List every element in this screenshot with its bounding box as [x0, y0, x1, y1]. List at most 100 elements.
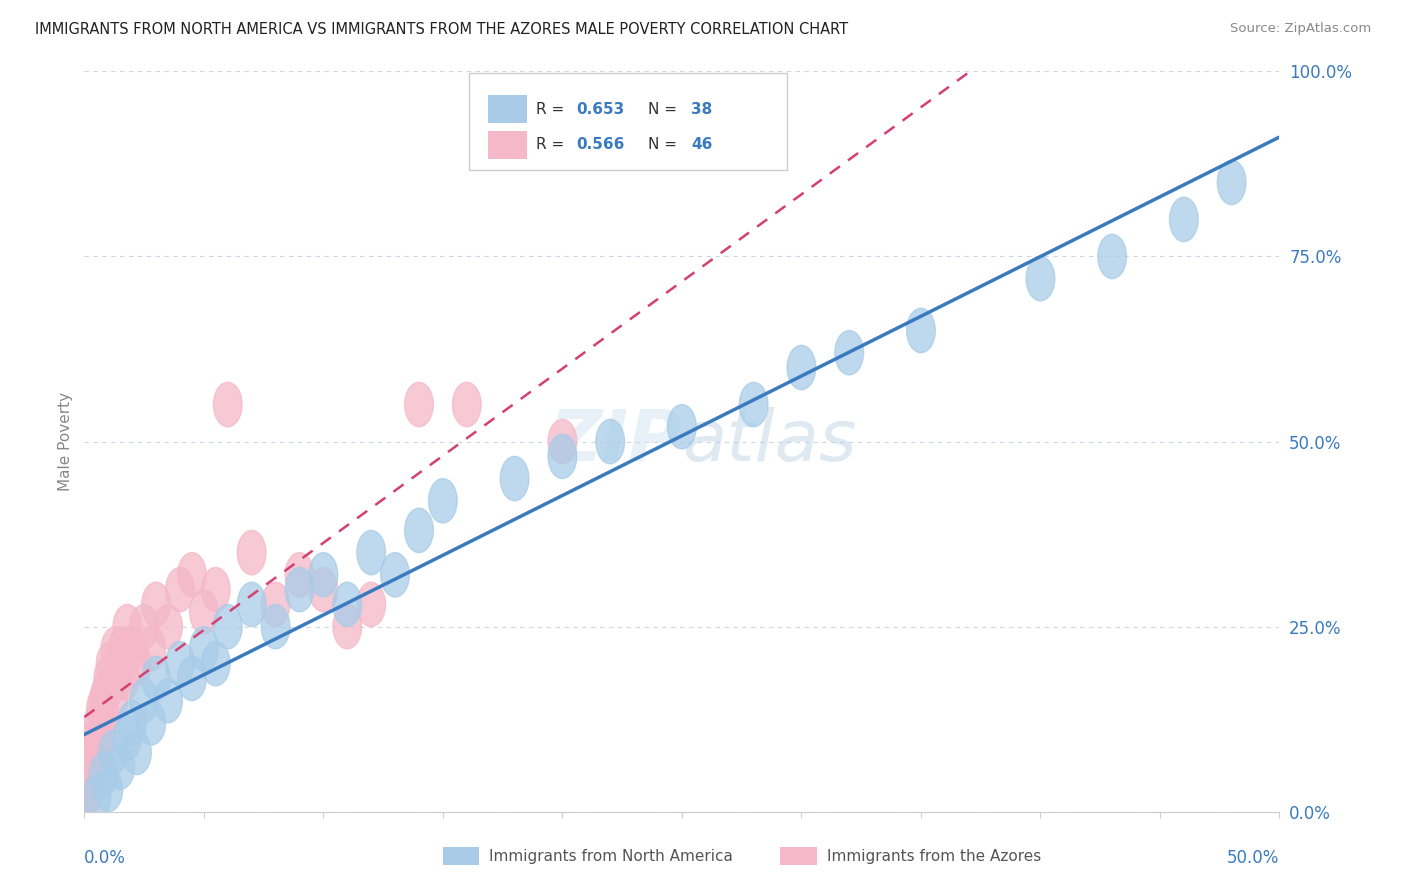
Ellipse shape [309, 567, 337, 612]
Ellipse shape [112, 715, 142, 760]
Text: Immigrants from the Azores: Immigrants from the Azores [827, 849, 1040, 863]
Ellipse shape [453, 383, 481, 426]
Ellipse shape [1218, 161, 1246, 204]
Ellipse shape [86, 715, 114, 760]
Ellipse shape [201, 567, 231, 612]
Ellipse shape [129, 605, 159, 648]
Ellipse shape [333, 605, 361, 648]
Text: R =: R = [536, 102, 569, 117]
Ellipse shape [89, 679, 118, 723]
Text: R =: R = [536, 137, 569, 153]
Ellipse shape [166, 567, 194, 612]
Ellipse shape [214, 605, 242, 648]
Ellipse shape [1026, 257, 1054, 301]
Ellipse shape [333, 582, 361, 627]
Ellipse shape [740, 383, 768, 426]
Ellipse shape [1170, 197, 1198, 242]
Text: 0.653: 0.653 [576, 102, 626, 117]
Ellipse shape [405, 383, 433, 426]
Text: atlas: atlas [682, 407, 856, 476]
Text: IMMIGRANTS FROM NORTH AMERICA VS IMMIGRANTS FROM THE AZORES MALE POVERTY CORRELA: IMMIGRANTS FROM NORTH AMERICA VS IMMIGRA… [35, 22, 848, 37]
Ellipse shape [111, 657, 139, 701]
Ellipse shape [105, 641, 135, 686]
Ellipse shape [285, 567, 314, 612]
Ellipse shape [166, 641, 194, 686]
Ellipse shape [501, 457, 529, 500]
Ellipse shape [238, 531, 266, 574]
Text: ZIP: ZIP [550, 407, 682, 476]
Ellipse shape [94, 657, 122, 701]
Ellipse shape [83, 731, 112, 774]
Ellipse shape [105, 745, 135, 789]
Ellipse shape [108, 627, 136, 671]
Ellipse shape [405, 508, 433, 553]
Ellipse shape [153, 605, 183, 648]
Ellipse shape [118, 627, 146, 671]
Text: 50.0%: 50.0% [1227, 849, 1279, 867]
Text: N =: N = [648, 137, 682, 153]
Text: 38: 38 [692, 102, 713, 117]
Text: 0.0%: 0.0% [84, 849, 127, 867]
Ellipse shape [82, 715, 111, 760]
FancyBboxPatch shape [488, 95, 527, 123]
Ellipse shape [75, 760, 104, 805]
Text: N =: N = [648, 102, 682, 117]
Ellipse shape [98, 679, 128, 723]
Ellipse shape [357, 582, 385, 627]
Ellipse shape [153, 679, 183, 723]
Ellipse shape [262, 605, 290, 648]
Ellipse shape [112, 605, 142, 648]
Ellipse shape [142, 582, 170, 627]
Ellipse shape [787, 345, 815, 390]
Ellipse shape [214, 383, 242, 426]
Ellipse shape [91, 671, 121, 715]
Ellipse shape [285, 552, 314, 597]
Ellipse shape [101, 627, 129, 671]
Ellipse shape [122, 641, 152, 686]
Y-axis label: Male Poverty: Male Poverty [58, 392, 73, 491]
Text: 46: 46 [692, 137, 713, 153]
Text: Source: ZipAtlas.com: Source: ZipAtlas.com [1230, 22, 1371, 36]
Ellipse shape [73, 767, 103, 812]
Ellipse shape [262, 582, 290, 627]
Ellipse shape [89, 701, 117, 745]
Ellipse shape [122, 731, 152, 774]
Ellipse shape [87, 686, 115, 731]
Ellipse shape [76, 753, 104, 797]
FancyBboxPatch shape [470, 73, 787, 169]
Ellipse shape [79, 738, 107, 782]
Ellipse shape [98, 731, 128, 774]
Ellipse shape [136, 627, 166, 671]
FancyBboxPatch shape [488, 130, 527, 159]
Ellipse shape [835, 331, 863, 375]
Ellipse shape [548, 434, 576, 479]
Ellipse shape [177, 657, 207, 701]
Ellipse shape [80, 731, 108, 774]
Ellipse shape [73, 774, 101, 819]
Ellipse shape [381, 552, 409, 597]
Ellipse shape [94, 767, 122, 812]
Ellipse shape [429, 478, 457, 523]
Ellipse shape [82, 774, 111, 819]
Ellipse shape [129, 679, 159, 723]
Ellipse shape [80, 723, 110, 767]
Ellipse shape [357, 531, 385, 574]
Ellipse shape [907, 309, 935, 352]
Ellipse shape [596, 419, 624, 464]
Ellipse shape [142, 657, 170, 701]
Ellipse shape [136, 701, 166, 745]
Ellipse shape [177, 552, 207, 597]
Ellipse shape [90, 693, 120, 738]
Ellipse shape [548, 419, 576, 464]
Ellipse shape [190, 627, 218, 671]
Ellipse shape [201, 641, 231, 686]
Ellipse shape [77, 745, 105, 789]
Ellipse shape [96, 641, 125, 686]
Ellipse shape [309, 552, 337, 597]
Ellipse shape [104, 657, 132, 701]
Ellipse shape [89, 753, 118, 797]
Text: 0.566: 0.566 [576, 137, 626, 153]
Ellipse shape [84, 701, 112, 745]
Ellipse shape [118, 701, 146, 745]
Ellipse shape [1098, 235, 1126, 278]
